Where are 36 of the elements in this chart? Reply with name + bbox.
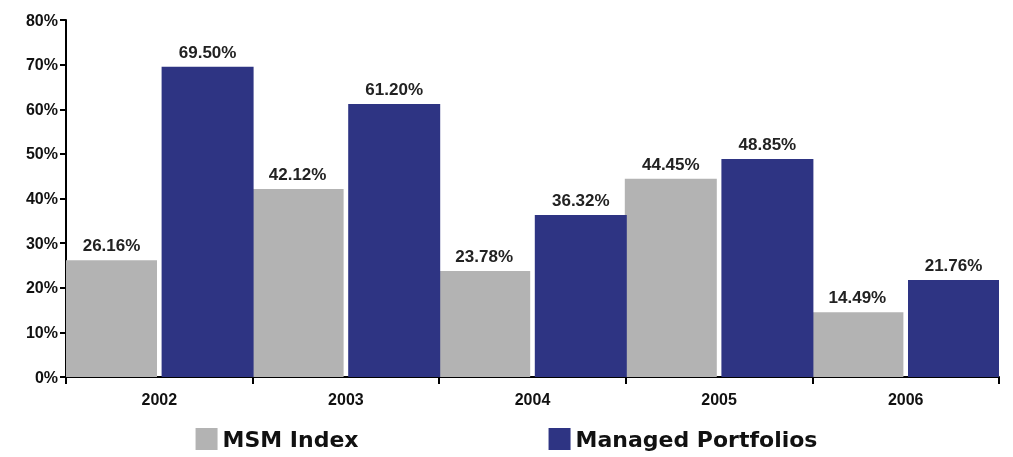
data-label: 61.20%	[365, 79, 424, 99]
y-tick-label: 50%	[25, 145, 58, 163]
bar	[161, 66, 254, 377]
data-label: 23.78%	[455, 246, 514, 266]
bar	[908, 279, 999, 377]
data-label: 44.45%	[641, 154, 700, 174]
y-tick-label: 10%	[25, 323, 58, 341]
y-tick-label: 40%	[25, 190, 58, 207]
x-tick-label: 2002	[141, 390, 178, 408]
y-tick-label: 0%	[34, 368, 58, 386]
data-label: 21.76%	[924, 255, 983, 275]
data-label: 48.85%	[738, 135, 797, 155]
data-label: 26.16%	[82, 236, 141, 256]
y-tick-label: 80%	[25, 11, 58, 29]
y-tick-label: 60%	[25, 100, 58, 118]
x-tick-label: 2004	[514, 390, 551, 408]
y-tick-label: 70%	[25, 56, 58, 74]
data-label: 69.50%	[178, 42, 237, 62]
x-tick-label: 2005	[701, 390, 737, 408]
x-tick-label: 2003	[328, 390, 364, 408]
bar	[348, 103, 441, 377]
legend-label: Managed Portfolios	[575, 426, 818, 452]
bar	[251, 189, 344, 377]
data-label: 14.49%	[828, 288, 887, 308]
legend-label: MSM Index	[222, 426, 359, 452]
x-tick-label: 2006	[887, 390, 924, 408]
bar	[66, 260, 157, 377]
bar	[721, 159, 814, 377]
data-label: 42.12%	[268, 165, 327, 185]
data-label: 36.32%	[551, 190, 610, 210]
bar	[438, 270, 531, 377]
bar	[624, 178, 717, 377]
y-tick-label: 20%	[25, 279, 58, 297]
bar	[811, 312, 904, 377]
bar	[534, 214, 627, 377]
y-tick-label: 30%	[25, 234, 58, 252]
